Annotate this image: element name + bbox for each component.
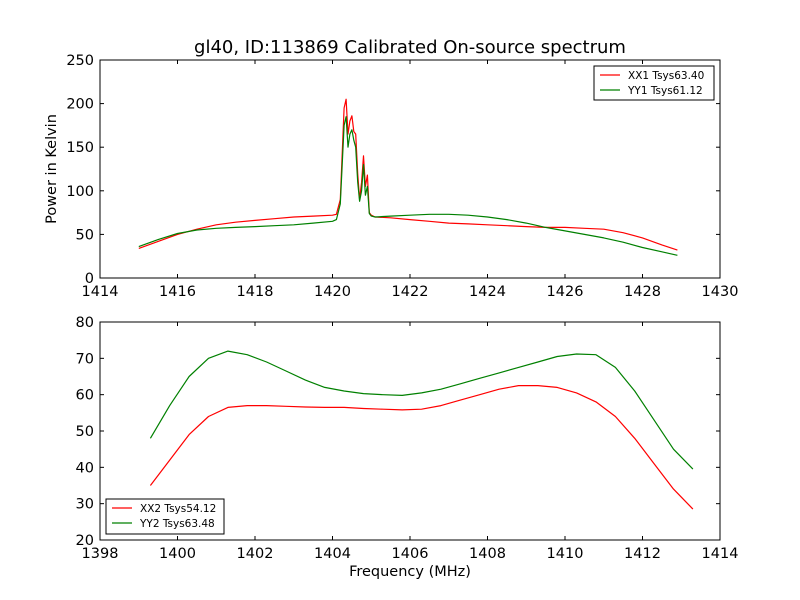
panel2-legend-label-2: YY2 Tsys63.48 bbox=[139, 518, 215, 530]
panel1-ytick-label: 200 bbox=[66, 97, 94, 113]
panel1-xtick-label: 1414 bbox=[82, 284, 119, 300]
panel2-xtick-label: 1400 bbox=[159, 546, 196, 562]
panel1-xtick-label: 1424 bbox=[469, 284, 506, 300]
panel2-xtick-label: 1410 bbox=[547, 546, 584, 562]
panel2-legend-label-1: XX2 Tsys54.12 bbox=[140, 503, 216, 515]
panel1-ytick-label: 150 bbox=[66, 140, 94, 156]
panel1-ytick-label: 100 bbox=[66, 184, 94, 200]
panel1-ylabel: Power in Kelvin bbox=[44, 114, 60, 224]
panel1-legend-box bbox=[593, 65, 715, 101]
panel1-xtick-label: 1428 bbox=[624, 284, 661, 300]
panel2-xlabel: Frequency (MHz) bbox=[349, 564, 471, 580]
panel2-legend-box bbox=[105, 498, 225, 535]
panel2-ytick-label: 30 bbox=[76, 497, 94, 513]
panel1-xtick-label: 1426 bbox=[547, 284, 584, 300]
panel1-legend-label-1: XX1 Tsys63.40 bbox=[628, 70, 704, 82]
panel1-plot-frame bbox=[99, 59, 721, 279]
panel2-xtick-label: 1414 bbox=[702, 546, 739, 562]
panel1-ytick-label: 50 bbox=[76, 227, 94, 243]
panel1-series-1-line bbox=[138, 98, 678, 251]
panel1-xtick-label: 1416 bbox=[159, 284, 196, 300]
panel2-series-2-line bbox=[149, 350, 694, 470]
panel2-xtick-label: 1408 bbox=[469, 546, 506, 562]
panel2-xtick-label: 1398 bbox=[82, 546, 119, 562]
panel2-xtick-label: 1404 bbox=[314, 546, 351, 562]
panel1-ytick-label: 250 bbox=[66, 53, 94, 69]
panel2-xtick-label: 1402 bbox=[237, 546, 274, 562]
panel2-series-1-line bbox=[149, 385, 694, 510]
panel2-ytick-label: 60 bbox=[76, 388, 94, 404]
panel2-ytick-label: 40 bbox=[76, 460, 94, 476]
panel2-xtick-label: 1406 bbox=[392, 546, 429, 562]
panel2-xtick-label: 1412 bbox=[624, 546, 661, 562]
panel1-series-2-line bbox=[138, 116, 678, 256]
panel1-legend-label-2: YY1 Tsys61.12 bbox=[627, 85, 703, 97]
panel1-xtick-label: 1430 bbox=[702, 284, 739, 300]
panel1-xtick-label: 1422 bbox=[392, 284, 429, 300]
panel2-ytick-label: 50 bbox=[76, 424, 94, 440]
panel1-xtick-label: 1420 bbox=[314, 284, 351, 300]
panel1-title: gl40, ID:113869 Calibrated On-source spe… bbox=[194, 37, 626, 58]
panel2-plot-frame bbox=[99, 321, 721, 541]
panel2-ytick-label: 70 bbox=[76, 351, 94, 367]
panel1-xtick-label: 1418 bbox=[237, 284, 274, 300]
panel1-ytick-label: 0 bbox=[85, 271, 94, 287]
panel2-ytick-label: 80 bbox=[76, 315, 94, 331]
panel2-ytick-label: 20 bbox=[76, 533, 94, 549]
